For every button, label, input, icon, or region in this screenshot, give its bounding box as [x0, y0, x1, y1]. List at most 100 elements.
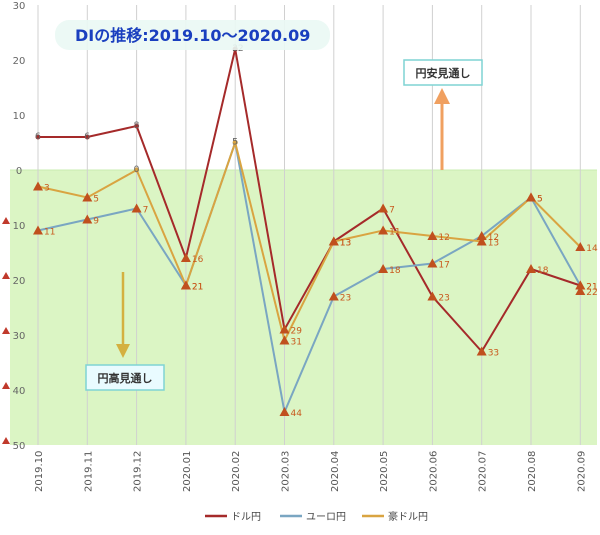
extra-label-0: 22 — [586, 288, 597, 298]
data-label-0-6: 13 — [340, 239, 351, 249]
point-2-1 — [82, 192, 93, 202]
down-arrow-head — [116, 344, 130, 358]
data-label-2-2: 0 — [134, 165, 140, 175]
data-label-0-3: 16 — [192, 255, 204, 265]
x-tick-label-2020.03: 2020.03 — [281, 451, 292, 492]
y-tick-label-3: 0 — [16, 166, 22, 177]
series-line-1 — [37, 138, 582, 416]
data-label-1-11: 21 — [586, 283, 597, 293]
y-tick-label-6: 30 — [13, 331, 26, 342]
y-tick-label-7: 40 — [13, 386, 26, 397]
point-2-10 — [526, 192, 536, 202]
data-label-1-0: 11 — [44, 228, 55, 238]
data-label-1-2: 7 — [143, 206, 149, 216]
point-2-4 — [232, 140, 238, 145]
data-label-1-3: 21 — [192, 283, 203, 293]
x-tick-label-2020.01: 2020.01 — [182, 451, 193, 492]
point-2-8 — [427, 231, 438, 240]
data-label-2-0: 3 — [44, 184, 50, 194]
extra-point-0 — [575, 286, 586, 295]
point-1-6 — [328, 291, 339, 301]
data-label-2-6: 13 — [340, 239, 351, 249]
data-label-2-9: 13 — [488, 239, 499, 249]
series-line-0 — [38, 48, 581, 354]
point-0-7 — [378, 203, 389, 213]
point-1-0 — [33, 225, 43, 235]
legend-label-2: 豪ドル円 — [388, 510, 428, 523]
point-0-9 — [476, 346, 487, 356]
point-1-5 — [279, 407, 290, 416]
data-label-2-11: 14 — [586, 244, 598, 254]
y-tick-label-8: 50 — [13, 441, 26, 452]
data-label-0-1: 6 — [84, 132, 90, 142]
x-tick-label-2020.05: 2020.05 — [379, 451, 390, 492]
series-line-2 — [37, 138, 582, 344]
up-callout-box — [403, 59, 483, 86]
y-tick-label-4: 10 — [13, 221, 26, 232]
chart-title: DIの推移:2019.10〜2020.09 — [75, 26, 310, 45]
x-tick-label-2019.11: 2019.11 — [83, 451, 94, 492]
up-callout-label: 円安見通し — [416, 66, 471, 80]
y-tick-label-2: 10 — [13, 111, 26, 122]
data-label-2-3: 21 — [192, 283, 203, 293]
point-0-5 — [279, 324, 290, 334]
y-tick-marker-7 — [2, 382, 10, 389]
point-2-0 — [33, 181, 43, 191]
point-1-1 — [82, 214, 93, 224]
up-arrow-head — [434, 88, 450, 104]
data-label-2-4: 5 — [232, 138, 238, 148]
point-1-8 — [427, 258, 438, 268]
down-callout-label: 円高見通し — [98, 371, 153, 385]
data-label-1-5: 44 — [291, 409, 303, 419]
data-label-2-10: 5 — [537, 195, 543, 205]
down-callout-box — [85, 364, 165, 391]
legend-label-0: ドル円 — [231, 512, 261, 523]
title-glow — [55, 20, 330, 50]
data-label-2-5: 31 — [291, 338, 302, 348]
data-label-1-8: 17 — [438, 261, 449, 271]
y-tick-marker-6 — [2, 327, 10, 334]
y-tick-label-5: 20 — [13, 276, 26, 287]
x-tick-label-2020.02: 2020.02 — [231, 451, 242, 492]
data-label-0-0: 6 — [35, 132, 41, 142]
data-label-0-11: 21 — [586, 283, 597, 293]
point-1-7 — [378, 264, 389, 273]
point-1-2 — [131, 203, 142, 213]
data-label-0-10: 18 — [537, 266, 549, 276]
point-0-10 — [526, 264, 536, 273]
y-tick-marker-5 — [2, 272, 10, 279]
y-tick-label-1: 20 — [13, 56, 26, 67]
data-label-0-5: 29 — [291, 327, 303, 337]
point-2-11 — [575, 242, 586, 251]
y-tick-marker-4 — [2, 217, 10, 224]
data-label-1-6: 23 — [340, 294, 351, 304]
point-2-6 — [328, 236, 339, 246]
data-label-1-1: 9 — [93, 217, 99, 227]
point-2-7 — [378, 225, 389, 235]
point-0-1 — [84, 134, 90, 140]
point-1-9 — [476, 231, 487, 240]
x-tick-label-2020.09: 2020.09 — [576, 451, 587, 492]
y-tick-marker-8 — [2, 437, 10, 444]
x-tick-label-2020.04: 2020.04 — [330, 451, 341, 492]
legend-label-1: ユーロ円 — [306, 512, 346, 523]
point-1-11 — [575, 280, 586, 290]
point-0-8 — [427, 291, 438, 301]
data-label-2-7: 11 — [389, 228, 400, 238]
x-tick-label-2020.07: 2020.07 — [478, 451, 489, 492]
data-label-0-9: 33 — [488, 349, 499, 359]
x-tick-label-2019.12: 2019.12 — [133, 451, 144, 492]
data-label-2-1: 5 — [93, 195, 99, 205]
data-label-0-2: 8 — [134, 121, 140, 131]
point-2-5 — [279, 335, 290, 345]
point-0-2 — [134, 123, 140, 129]
data-label-1-7: 18 — [389, 266, 401, 276]
x-tick-label-2019.10: 2019.10 — [34, 451, 45, 492]
data-label-1-10: 5 — [537, 195, 543, 205]
x-tick-label-2020.08: 2020.08 — [527, 451, 538, 492]
point-0-3 — [180, 253, 191, 262]
data-label-2-8: 12 — [438, 233, 449, 243]
point-0-0 — [35, 134, 41, 140]
data-label-1-9: 12 — [488, 233, 499, 243]
